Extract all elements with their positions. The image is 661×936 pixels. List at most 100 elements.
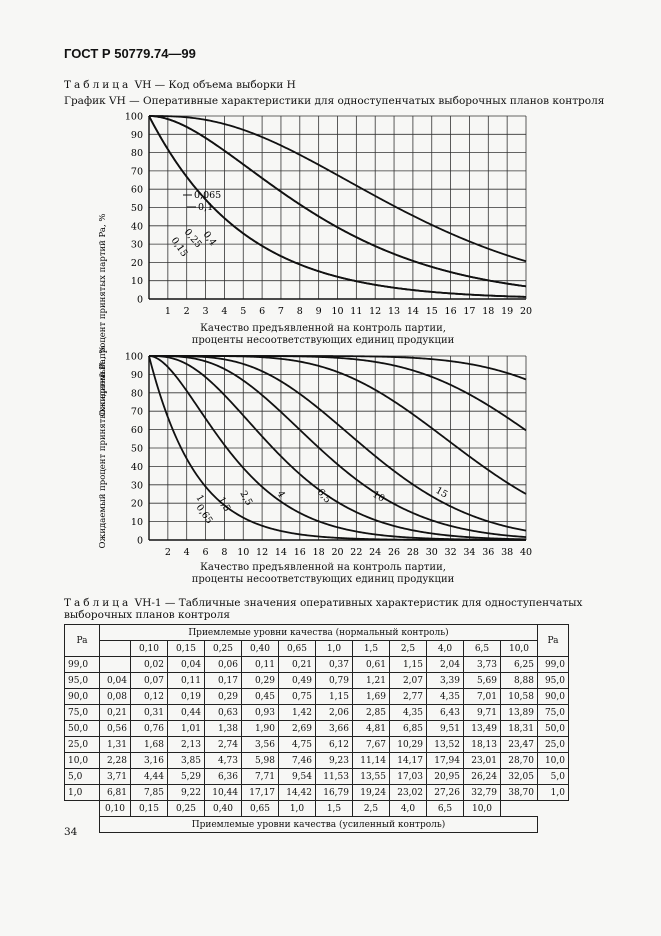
value-cell: 2,77 (389, 688, 427, 705)
pa-cell-right: 5,0 (537, 768, 569, 785)
tightened-level-cell: 1,0 (278, 800, 316, 817)
x-tick-label: 2 (165, 547, 171, 558)
y-tick-label: 40 (131, 221, 143, 232)
tightened-level-cell: 0,25 (167, 800, 205, 817)
chart2-xlabel-line2: проценты несоответствующих единиц продук… (191, 574, 455, 585)
normal-level-cell: 4,0 (426, 640, 464, 657)
y-tick-label: 30 (131, 480, 143, 491)
tightened-level-cell: 0,40 (204, 800, 242, 817)
value-cell: 5,29 (167, 768, 205, 785)
x-tick-label: 17 (463, 306, 475, 317)
series-label: 4 (274, 489, 287, 500)
x-tick-label: 38 (501, 547, 513, 558)
value-cell: 4,73 (204, 752, 242, 769)
table-row: 95,0 0,04 0,07 0,11 0,17 0,29 0,49 0,79 1,21 2,07… (64, 672, 569, 689)
series-label: 0,1 (198, 202, 213, 213)
tightened-level-cell: 10,0 (463, 800, 501, 817)
value-cell: 32,05 (500, 768, 538, 785)
value-cell: 0,93 (241, 704, 279, 721)
value-cell: 0,44 (167, 704, 205, 721)
pa-cell-right: 50,0 (537, 720, 569, 737)
normal-level-cell: 10,0 (500, 640, 538, 657)
value-cell: 17,17 (241, 784, 279, 801)
series-label: 0,4 (201, 229, 219, 248)
value-cell: 0,63 (204, 704, 242, 721)
value-cell: 1,31 (99, 736, 131, 753)
y-tick-label: 10 (131, 517, 143, 528)
x-tick-label: 10 (331, 306, 343, 317)
table-label: Таблица (64, 79, 132, 91)
x-tick-label: 12 (369, 306, 381, 317)
pa-cell: 99,0 (64, 656, 100, 673)
series-line (149, 355, 527, 541)
value-cell: 0,04 (167, 656, 205, 673)
chart2-xlabel-line1: Качество предъявленной на контроль парти… (200, 562, 446, 573)
normal-levels-row: 0,10 0,15 0,25 0,40 0,65 1,0 1,5 2,5 4,0 6,5 10,0 (65, 640, 569, 657)
x-tick-label: 20 (331, 547, 343, 558)
y-tick-label: 80 (131, 388, 143, 399)
value-cell: 10,58 (500, 688, 538, 705)
value-cell: 0,45 (241, 688, 279, 705)
series-line (148, 115, 527, 298)
pa-cell: 75,0 (64, 704, 100, 721)
y-tick-label: 10 (131, 276, 143, 287)
y-tick-label: 80 (131, 148, 143, 159)
y-tick-label: 20 (131, 258, 143, 269)
value-cell: 20,95 (426, 768, 464, 785)
y-tick-label: 0 (137, 536, 143, 547)
value-cell: 1,21 (352, 672, 390, 689)
table-row: 5,0 3,71 4,44 5,29 6,36 7,71 9,54 11,53 13,55 17,… (64, 768, 569, 785)
tightened-level-cell: 0,10 (99, 800, 131, 817)
value-cell: 0,76 (130, 720, 168, 737)
pa-cell: 90,0 (64, 688, 100, 705)
x-tick-label: 19 (501, 306, 513, 317)
value-cell: 2,07 (389, 672, 427, 689)
pa-cell-right: 90,0 (537, 688, 569, 705)
value-cell: 11,53 (315, 768, 353, 785)
x-tick-label: 36 (482, 547, 494, 558)
pa-cell: 25,0 (64, 736, 100, 753)
pa-cell: 1,0 (64, 784, 100, 801)
chart1-ylabel: Ожидаемый процент принятых партий Pa, % (98, 214, 108, 417)
value-cell: 0,04 (99, 672, 131, 689)
pa-cell-right: 95,0 (537, 672, 569, 689)
value-cell: 9,54 (278, 768, 316, 785)
value-cell: 2,04 (426, 656, 464, 673)
table-vh-caption: Таблица VH — Код объема выборки H (64, 79, 296, 91)
value-cell: 0,29 (204, 688, 242, 705)
y-tick-label: 100 (125, 112, 143, 123)
x-tick-label: 20 (520, 306, 532, 317)
x-tick-label: 16 (445, 306, 457, 317)
document-header: ГОСТ Р 50779.74—99 (64, 46, 196, 61)
series-line (148, 115, 527, 288)
chart1-xlabel-line2: проценты несоответствующих единиц продук… (191, 335, 455, 346)
x-tick-label: 16 (294, 547, 306, 558)
value-cell: 2,85 (352, 704, 390, 721)
normal-level-cell: 0,65 (278, 640, 316, 657)
value-cell: 4,44 (130, 768, 168, 785)
value-cell: 10,44 (204, 784, 242, 801)
value-cell: 1,01 (167, 720, 205, 737)
value-cell: 6,36 (204, 768, 242, 785)
pa-cell: 95,0 (64, 672, 100, 689)
x-tick-label: 12 (256, 547, 268, 558)
value-cell: 13,52 (426, 736, 464, 753)
value-cell: 38,70 (500, 784, 538, 801)
series-line (149, 355, 527, 538)
series-line (149, 355, 527, 381)
pa-cell-right: 1,0 (537, 784, 569, 801)
value-cell: 19,24 (352, 784, 390, 801)
value-cell: 23,01 (463, 752, 501, 769)
series-label: 0,065 (194, 190, 221, 201)
series-label: 10 (371, 489, 387, 505)
value-cell: 18,13 (463, 736, 501, 753)
value-cell: 13,55 (352, 768, 390, 785)
value-cell: 3,56 (241, 736, 279, 753)
x-tick-label: 3 (203, 306, 209, 317)
table-vh1-text: VH-1 — Табличные значения оперативных ха… (64, 597, 583, 621)
value-cell: 1,68 (130, 736, 168, 753)
value-cell: 0,02 (130, 656, 168, 673)
value-cell: 7,71 (241, 768, 279, 785)
oc-chart-top: Ожидаемый процент принятых партий Pa, % … (98, 112, 532, 417)
series-label: 1 (193, 493, 206, 504)
